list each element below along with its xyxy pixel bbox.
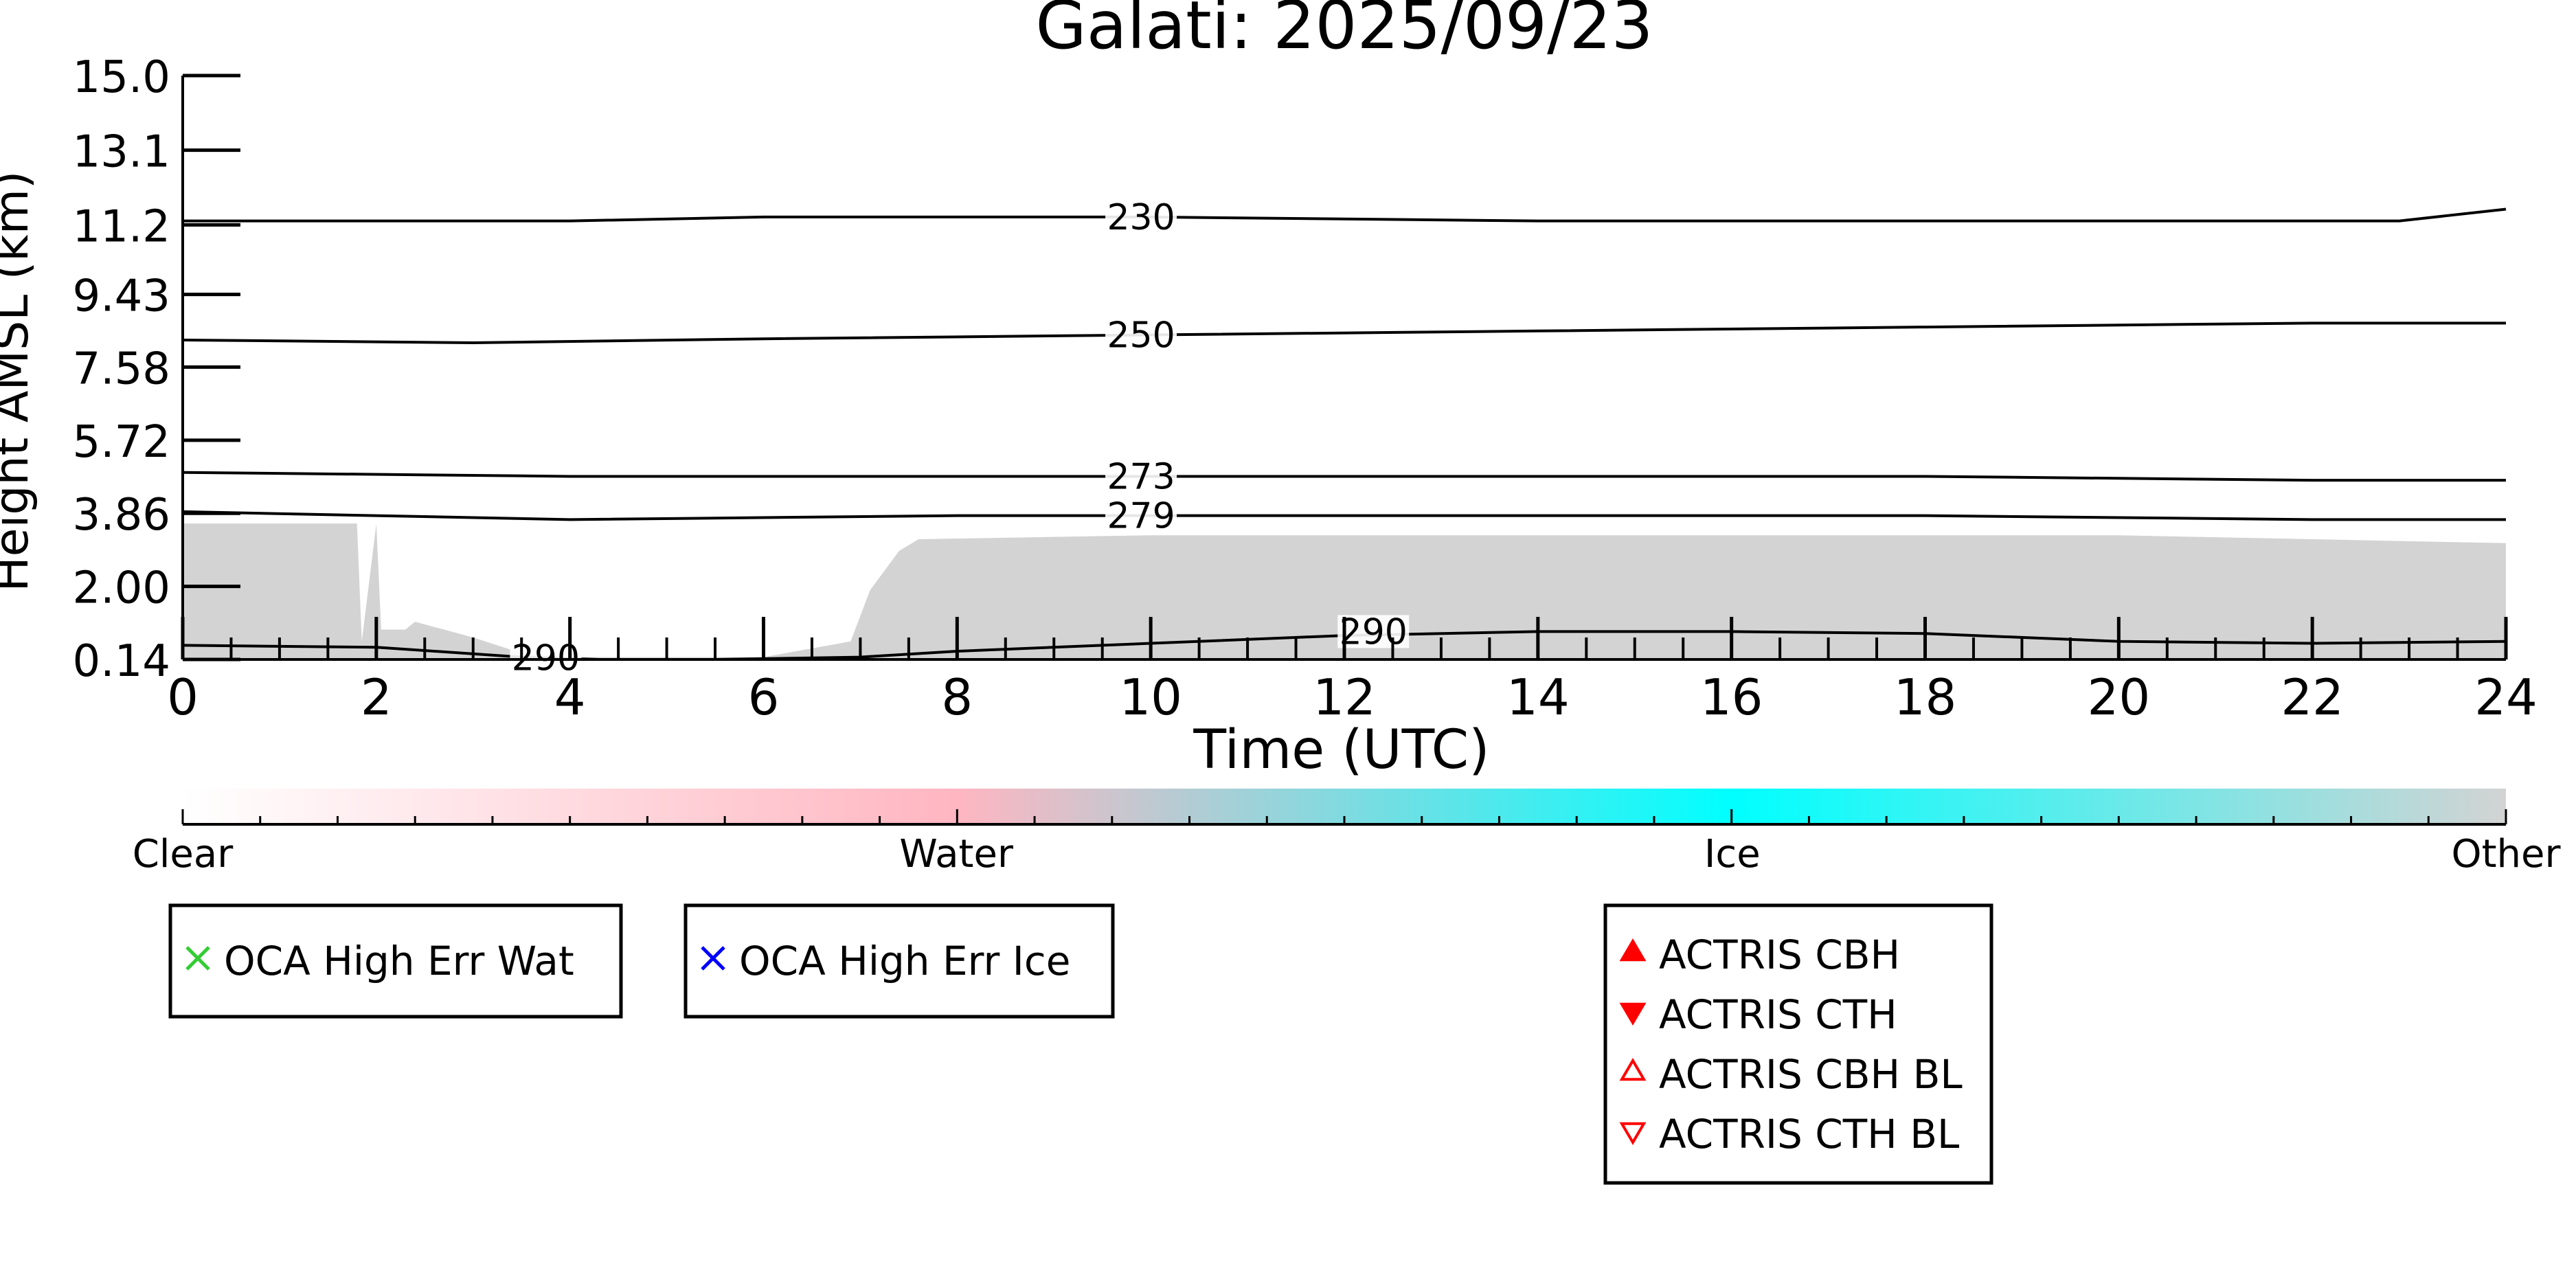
contour-label-290: 290 [1340,611,1408,653]
y-tick-label: 5.72 [73,417,171,468]
legend-entry-label: ACTRIS CTH BL [1659,1111,1959,1157]
legend-entry-label: ACTRIS CTH [1659,991,1897,1038]
x-tick-label: 16 [1700,668,1763,726]
x-tick-label: 18 [1894,668,1957,726]
legend-entry-label: ACTRIS CBH [1659,931,1900,978]
legend-entry-label: ACTRIS CBH BL [1659,1051,1963,1098]
y-tick-label: 2.00 [73,563,171,614]
legend-box: OCA High Err Ice [683,903,1115,1019]
x-tick-label: 10 [1119,668,1182,726]
y-tick-label: 11.2 [73,201,171,252]
legend-frame [168,903,623,1019]
colorbar: Clear Water Ice Other [133,789,2561,877]
x-tick-label: 12 [1313,668,1376,726]
contour-label-bg [1105,499,1177,532]
y-tick-label: 7.58 [73,343,171,394]
contour-line-273 [182,471,2506,482]
contour-label-bg [1105,318,1177,352]
legend-entry-label: OCA High Err Wat [224,938,574,984]
x-tick-label: 4 [554,668,586,726]
contour-label-279: 279 [1107,496,1175,537]
triangle-up-icon [1619,1058,1647,1081]
triangle-down-icon [1619,1002,1647,1026]
y-tick-label: 9.43 [73,271,171,322]
contour-label-230: 230 [1107,197,1175,238]
x-tick-label: 6 [748,668,780,726]
x-tick-label: 2 [361,668,392,726]
y-tick-label: 3.86 [73,490,171,541]
contour-label-273: 273 [1107,456,1175,497]
x-marker-icon [185,946,210,971]
plot-area: 2302502732792902900.142.003.865.727.589.… [73,52,2538,726]
x-tick-label: 14 [1506,668,1570,726]
legends: OCA High Err Wat OCA High Err Ice ACTRIS C… [168,903,1993,1185]
contour-line-250 [182,321,2506,344]
colorbar-label: Ice [1704,832,1761,877]
contour-line-230 [183,207,2507,223]
contour-label-bg [1105,200,1177,234]
legend-frame [683,903,1115,1019]
y-tick-label: 0.14 [73,636,171,687]
x-tick-label: 20 [2088,668,2151,726]
x-axis-label: Time (UTC) [1193,719,1489,781]
y-tick-label: 15.0 [73,52,171,103]
legend-entry-label: OCA High Err Ice [739,938,1070,984]
legend-box: OCA High Err Wat [168,903,623,1019]
contour-label-bg [1337,615,1410,648]
colorbar-label: Clear [133,832,234,877]
colorbar-label: Other [2451,832,2561,877]
contour-line-279 [182,510,2506,521]
triangle-down-icon [1619,1122,1647,1145]
legend-box: ACTRIS CBH ACTRIS CTH ACTRIS CBH BL ACTRIS … [1603,903,1993,1185]
legend-frame [1603,903,1993,1185]
y-axis-label: Height AMSL (km) [0,171,39,592]
x-tick-label: 24 [2474,668,2538,726]
contour-label-bg [1105,460,1177,493]
x-tick-label: 22 [2281,668,2344,726]
contour-label-250: 250 [1107,315,1175,357]
x-tick-label: 0 [167,668,199,726]
colorbar-label: Water [899,832,1014,877]
x-tick-label: 8 [941,668,973,726]
y-tick-label: 13.1 [73,127,171,178]
chart-title: Galati: 2025/09/23 [1035,0,1653,64]
x-marker-icon [701,946,725,971]
triangle-up-icon [1619,938,1647,962]
